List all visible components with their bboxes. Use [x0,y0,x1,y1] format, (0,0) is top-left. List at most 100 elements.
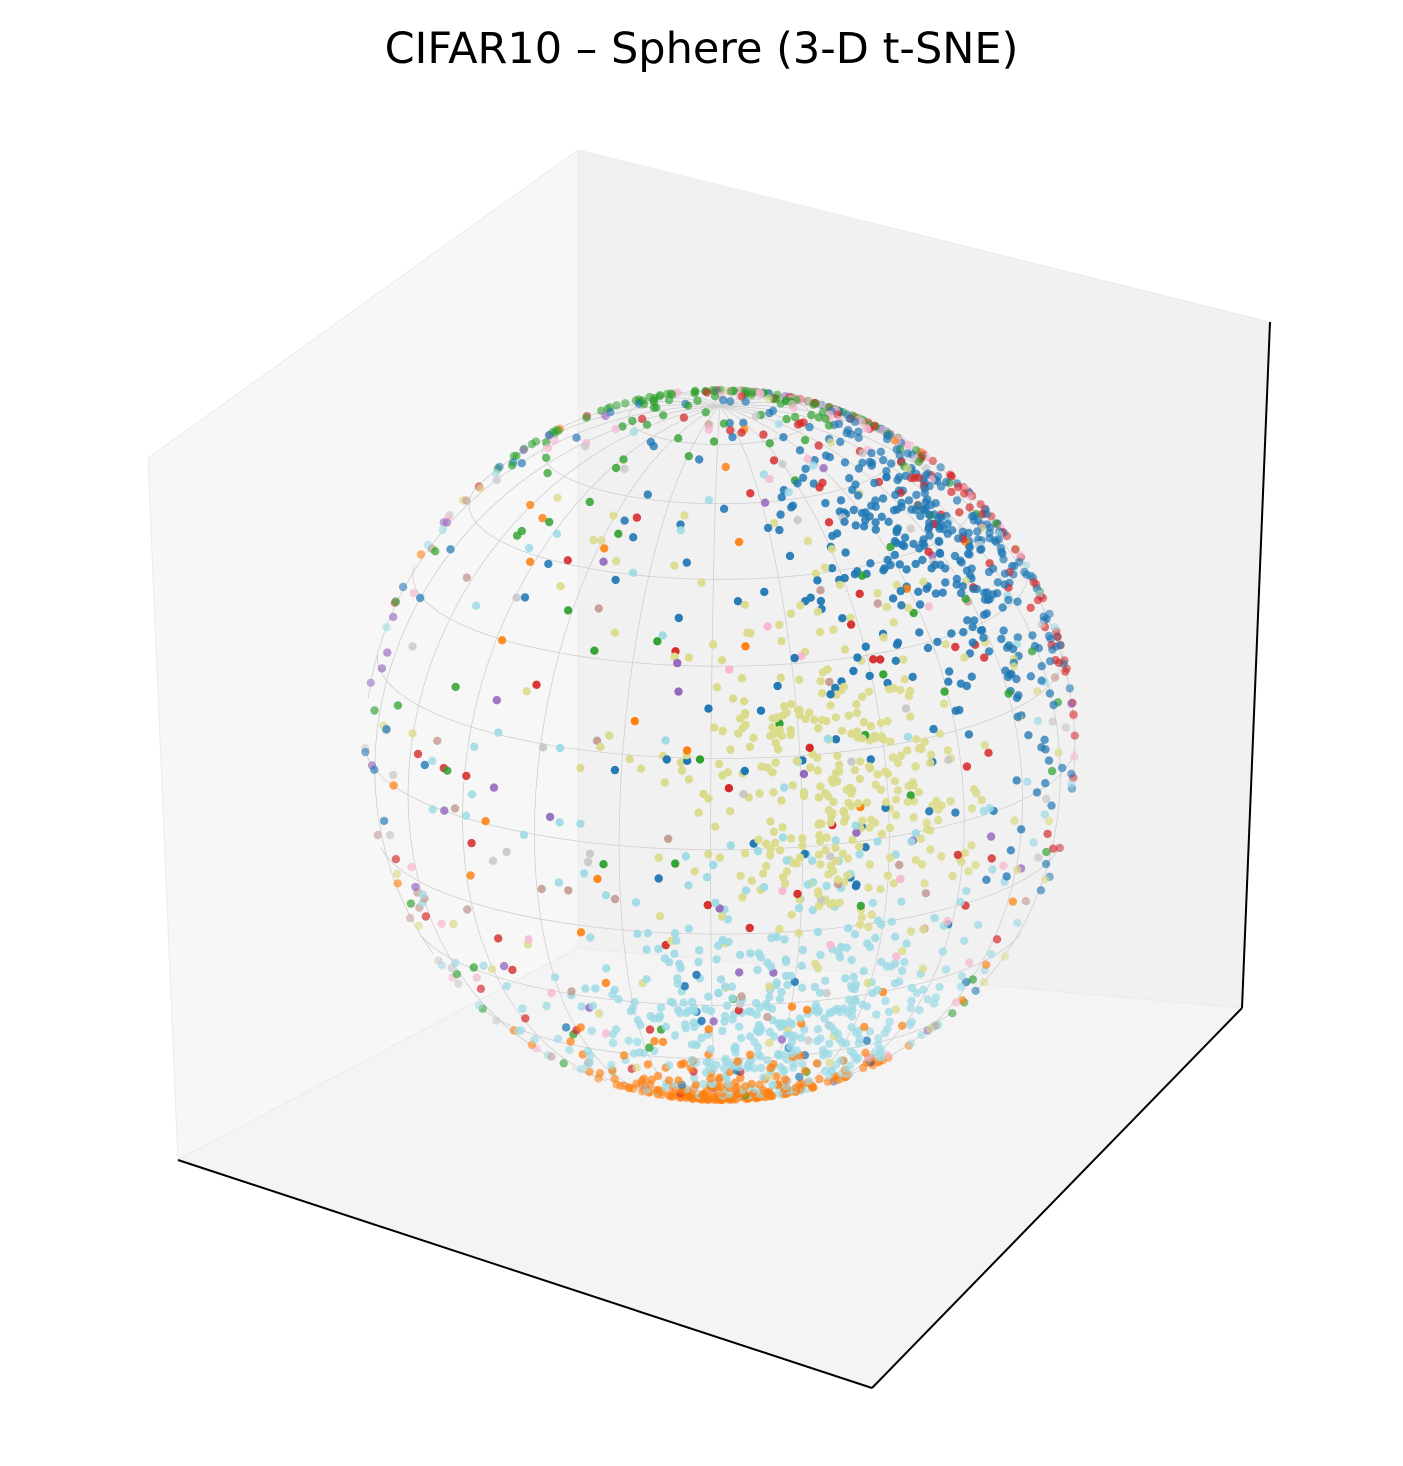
scatter-point [925,1024,935,1034]
scatter-point [610,765,620,775]
scatter-point [813,576,822,585]
scatter-point [689,1018,698,1027]
scatter-point [873,589,882,598]
scatter-point [406,899,416,908]
scatter-point [809,400,818,409]
scatter-point [633,1016,643,1025]
scatter-point [550,429,559,438]
wireframe-line [365,751,1023,851]
scatter-point [719,419,729,428]
scatter-point [935,549,945,558]
scatter-point [601,1029,611,1038]
scatter-point [862,798,872,807]
scatter-point [790,977,799,987]
scatter-point [1033,687,1042,696]
scatter-point [816,782,825,791]
scatter-point [499,961,509,971]
scatter-point [660,778,669,787]
wireframe-line [461,405,721,1082]
scatter-point [1009,662,1018,671]
scatter-point [856,901,865,911]
scatter-point [1047,766,1057,776]
scatter-point [785,551,795,561]
scatter-point [852,880,861,889]
scatter-point [694,808,703,817]
scatter-point [979,610,989,620]
scatter-point [818,668,828,677]
scatter-point [602,964,611,973]
scatter-point [898,946,907,956]
scatter-point [884,1007,894,1017]
scatter-point [887,459,896,468]
scatter-point [979,806,988,816]
scatter-point [769,788,778,797]
scatter-point [808,461,818,470]
scatter-point [819,464,828,473]
scatter-point [662,755,671,764]
scatter-point [632,513,642,522]
scatter-point [971,861,980,870]
scatter-point [969,516,979,525]
scatter-point [778,886,787,896]
scatter-point [547,988,556,998]
scatter-point [1004,595,1013,605]
scatter-point [918,555,927,565]
scatter-point [1042,794,1051,804]
scatter-point [750,1064,759,1073]
scatter-point [940,687,949,696]
scatter-point [865,1027,875,1036]
scatter-point [792,756,802,766]
scatter-point [759,883,769,892]
scatter-point [805,422,814,432]
scatter-point [926,758,935,768]
scatter-point [659,411,668,420]
scatter-point [915,1006,924,1015]
scatter-point [1000,580,1009,589]
scatter-point [502,981,511,991]
scatter-point [647,1075,656,1084]
scatter-point [904,691,914,701]
scatter-point [857,913,866,922]
scatter-point [822,988,831,998]
scatter-point [746,489,755,498]
scatter-point [677,766,687,775]
scatter-point [670,949,679,958]
scatter-point [847,729,856,738]
scatter-point [654,1085,663,1095]
scatter-point [774,745,783,754]
scatter-point [1024,731,1033,740]
scatter-point [366,678,375,687]
scatter-point [688,997,697,1006]
scatter-point [670,929,680,938]
scatter-point [682,746,692,755]
scatter-point [883,1024,892,1033]
scatter-point [556,582,565,591]
scatter-point [467,790,477,799]
scatter-point [780,935,789,944]
scatter-point [984,647,994,656]
scatter-point [888,594,898,603]
scatter-point [772,1072,781,1081]
scatter-point [950,551,960,561]
scatter-point [888,753,898,762]
scatter-point [1026,603,1035,612]
scatter-point [935,524,944,533]
scatter-point [821,498,830,508]
scatter-point [745,742,755,752]
scatter-point [896,685,905,695]
scatter-point [831,836,840,845]
scatter-point [859,522,869,531]
scatter-point [948,871,957,881]
scatter-point [409,588,418,598]
scatter-point [759,430,768,439]
scatter-point [907,1017,916,1027]
scatter-point [771,758,780,767]
scatter-point [818,715,827,725]
scatter-point [760,587,769,597]
scatter-point [871,518,880,527]
scatter-point [973,527,982,536]
scatter-point [771,838,780,848]
scatter-point [589,535,598,545]
scatter-point [813,927,823,937]
scatter-point [679,998,688,1007]
